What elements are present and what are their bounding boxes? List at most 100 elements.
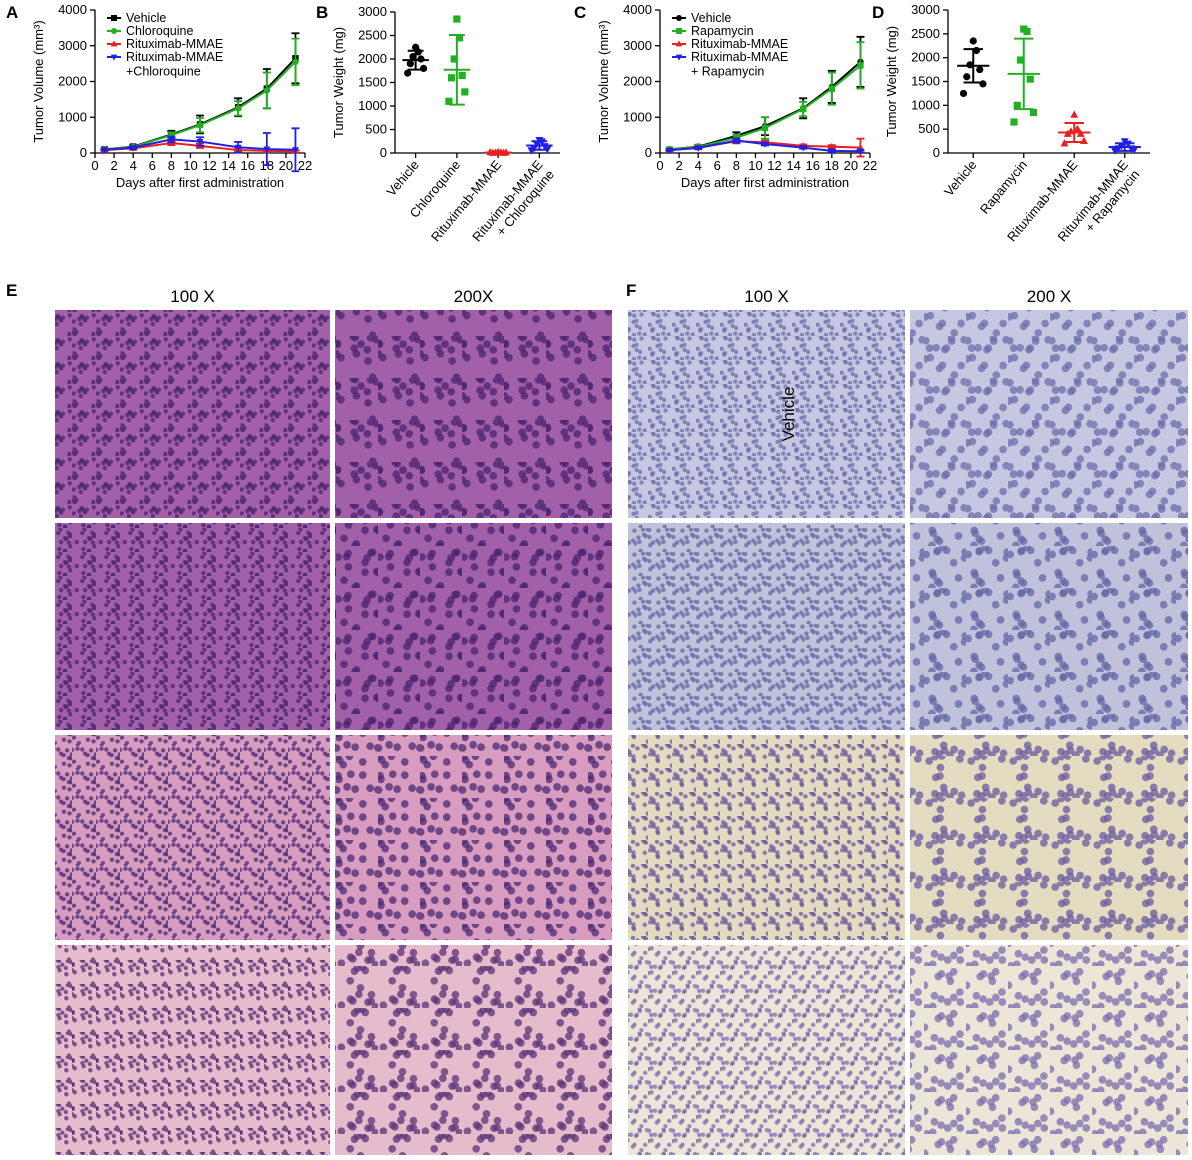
y-tick-label: 1500 [358,75,387,90]
data-point [1026,75,1034,83]
sd-bar [963,48,983,84]
x-tick-label: 8 [733,158,740,173]
y-tick-label: 2000 [58,74,87,89]
data-point [828,142,836,150]
data-point [799,145,807,152]
data-point [291,147,299,154]
data-point [263,87,271,94]
x-axis-label: Days after first administration [681,175,849,190]
x-tick-label: 20 [844,158,858,173]
row-label: Vehicle [779,387,798,442]
panel-label: E [6,281,17,300]
y-tick-label: 2000 [358,51,387,66]
legend-marker [675,54,683,61]
column-header: 200 X [1027,287,1071,306]
y-tick-label: 1000 [358,98,387,113]
y-axis-label: Tumor Volume (mm³) [31,20,46,142]
data-point [263,146,271,153]
legend-marker [110,54,118,61]
data-point [1073,124,1082,133]
x-tick-label: 6 [149,158,156,173]
micrograph [910,945,1188,1155]
legend-marker [110,40,118,47]
y-tick-label: 1000 [58,109,87,124]
data-point [543,146,552,154]
data-point [1130,146,1139,154]
x-tick-label: 4 [130,158,137,173]
panel-label: C [574,3,586,22]
y-tick-label: 0 [380,145,387,160]
x-tick-label: 0 [656,158,663,173]
data-point [761,124,769,132]
data-point [129,145,137,152]
legend-label: Vehicle [691,11,731,25]
data-point [167,136,175,144]
column-header: 200X [454,287,494,306]
x-tick-label: 20 [279,158,293,173]
data-point [453,15,461,23]
sd-bar [531,140,548,151]
data-point [196,139,204,146]
x-tick-label: 14 [786,158,800,173]
data-point [1111,147,1119,155]
x-tick-label: 16 [805,158,819,173]
y-axis-label: Tumor Weight (mg) [331,27,346,138]
data-point [1016,56,1025,64]
data-point [1070,110,1079,118]
data-point [1060,139,1069,147]
y-tick-label: 1000 [623,109,652,124]
data-point [694,145,702,152]
legend-label: Chloroquine [126,24,193,38]
data-point [828,148,836,155]
panel-label: D [872,3,884,22]
panel-label: F [626,281,636,300]
data-point [857,62,864,69]
legend-marker [111,28,117,34]
micrograph [628,735,905,940]
x-tick-label: 4 [695,158,702,173]
x-tick-label: 18 [825,158,839,173]
legend-marker [675,40,683,47]
data-point [406,60,414,68]
legend-label: Rapamycin [691,24,754,38]
legend-label: Vehicle [126,11,166,25]
data-point [404,69,412,77]
y-tick-label: 0 [933,145,940,160]
y-tick-label: 2500 [911,26,940,41]
y-tick-label: 4000 [58,2,87,17]
y-tick-label: 0 [80,145,87,160]
micrograph [55,310,330,518]
data-point [419,64,428,72]
data-point [447,74,456,82]
x-tick-label: 16 [240,158,254,173]
micrograph [335,310,612,518]
data-point [234,105,242,112]
y-axis-label: Tumor Weight (mg) [884,26,899,137]
micrograph [55,523,330,730]
legend-label: Rituximab-MMAE + Rapamycin [691,50,788,78]
legend-label: Rituximab-MMAE +Chloroquine [126,50,223,78]
x-tick-label: 8 [168,158,175,173]
data-point [196,121,204,129]
x-tick-label: 22 [863,158,877,173]
x-tick-label: 22 [298,158,312,173]
x-tick-label: 2 [675,158,682,173]
column-header: 100 X [170,287,214,306]
legend-marker [111,15,117,21]
micrograph [628,945,905,1155]
data-point [1010,118,1018,126]
y-tick-label: 2000 [623,74,652,89]
data-point [969,37,977,45]
category-label: Vehicle [941,157,979,199]
category-label: Rituximab-MMAE [428,157,505,244]
data-point [101,147,109,154]
data-point [1029,108,1038,117]
micrograph [335,945,612,1155]
y-tick-label: 4000 [623,2,652,17]
data-point [761,141,769,148]
micrograph [55,735,330,940]
y-tick-label: 3000 [623,38,652,53]
y-tick-label: 2000 [911,50,940,65]
micrograph [628,310,905,518]
x-tick-label: 12 [202,158,216,173]
